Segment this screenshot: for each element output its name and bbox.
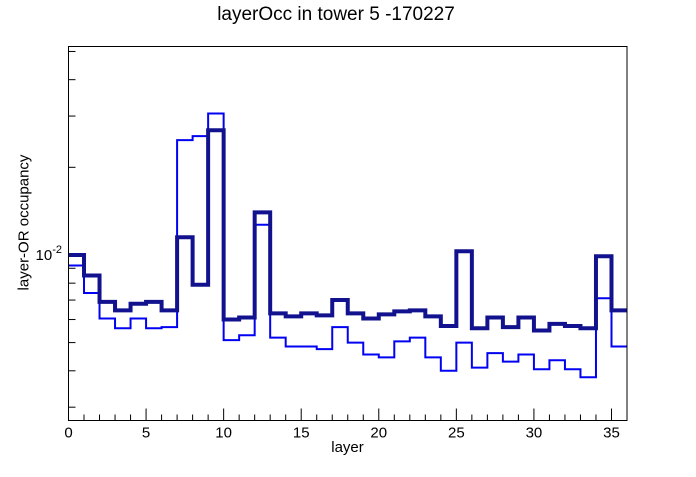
x-tick-label: 10 (215, 425, 232, 442)
x-tick-label: 5 (142, 425, 150, 442)
x-axis-title: layer (331, 439, 364, 456)
x-tick-group (68, 408, 628, 421)
series-path-thick (68, 128, 627, 333)
series-group (68, 112, 627, 379)
x-tick-label: 25 (448, 425, 465, 442)
series-path-thin (68, 112, 627, 379)
y-tick-group (68, 50, 81, 408)
x-tick-label: 35 (603, 425, 620, 442)
chart-title: layerOcc in tower 5 -170227 (217, 4, 455, 25)
plot-frame (68, 46, 628, 421)
x-tick-label: 20 (370, 425, 387, 442)
x-tick-label: 30 (526, 425, 543, 442)
x-tick-label: 15 (293, 425, 310, 442)
x-tick-label-group: 0 5 10 15 20 25 30 35 (64, 425, 620, 442)
x-tick-label: 0 (64, 425, 72, 442)
y-axis-title: layer-OR occupancy (15, 154, 33, 291)
y-exponent-label: 10-2 (36, 244, 62, 264)
